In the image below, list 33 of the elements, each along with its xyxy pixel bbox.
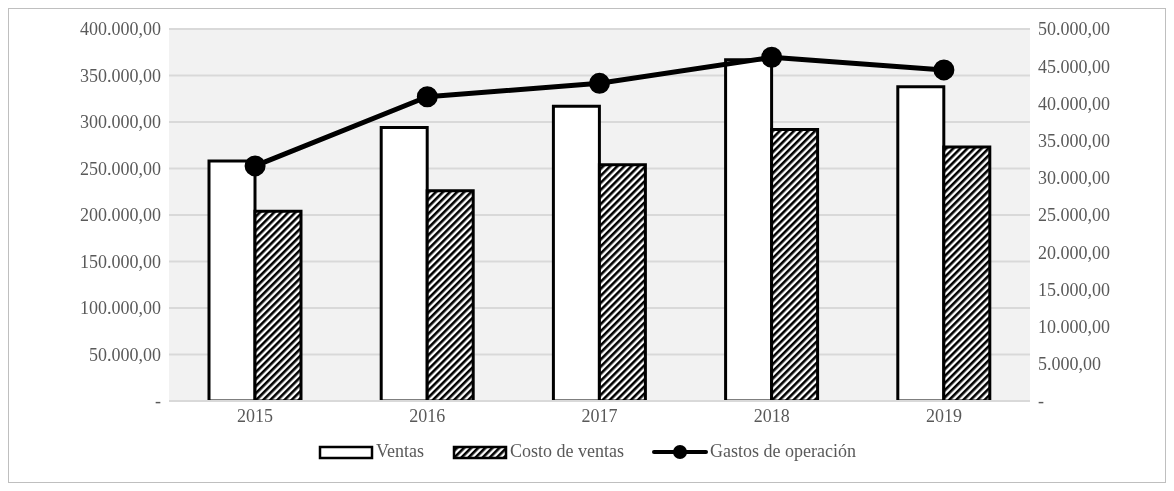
y-tick-label: 100.000,00 bbox=[80, 298, 161, 319]
legend-label: Gastos de operación bbox=[710, 441, 856, 462]
y-tick-label: 250.000,00 bbox=[80, 158, 161, 179]
x-tick-label: 2018 bbox=[753, 405, 790, 426]
y-tick-label: 350.000,00 bbox=[80, 65, 161, 86]
x-tick-label: 2015 bbox=[237, 405, 274, 426]
x-tick-label: 2017 bbox=[581, 405, 618, 426]
y-tick-label: 200.000,00 bbox=[80, 205, 161, 226]
legend-label: Ventas bbox=[376, 441, 425, 462]
point bbox=[416, 86, 438, 108]
x-tick-label: 2016 bbox=[409, 405, 446, 426]
point bbox=[589, 72, 610, 94]
point bbox=[244, 155, 266, 177]
y2-tick-label: 10.000,00 bbox=[1038, 316, 1110, 337]
y2-tick-label: 30.000,00 bbox=[1038, 168, 1110, 189]
y-tick-label: 150.000,00 bbox=[80, 251, 161, 272]
point bbox=[761, 46, 783, 68]
point bbox=[933, 59, 955, 81]
y2-tick-label: 25.000,00 bbox=[1038, 205, 1110, 226]
y2-tick-label: - bbox=[1038, 391, 1044, 412]
y-tick-label: 400.000,00 bbox=[80, 19, 161, 40]
y2-tick-label: 5.000,00 bbox=[1038, 354, 1101, 375]
y2-tick-label: 15.000,00 bbox=[1038, 279, 1110, 300]
x-tick-label: 2019 bbox=[925, 405, 962, 426]
legend-label: Costo de ventas bbox=[510, 441, 625, 462]
y-tick-label: 300.000,00 bbox=[80, 112, 161, 133]
y2-tick-label: 50.000,00 bbox=[1038, 19, 1110, 40]
y2-tick-label: 20.000,00 bbox=[1038, 242, 1110, 263]
y2-tick-label: 35.000,00 bbox=[1038, 130, 1110, 151]
y2-tick-label: 40.000,00 bbox=[1038, 93, 1110, 114]
y-tick-label: 50.000,00 bbox=[89, 344, 161, 365]
y-tick-label: - bbox=[155, 391, 161, 412]
y2-tick-label: 45.000,00 bbox=[1038, 56, 1110, 77]
